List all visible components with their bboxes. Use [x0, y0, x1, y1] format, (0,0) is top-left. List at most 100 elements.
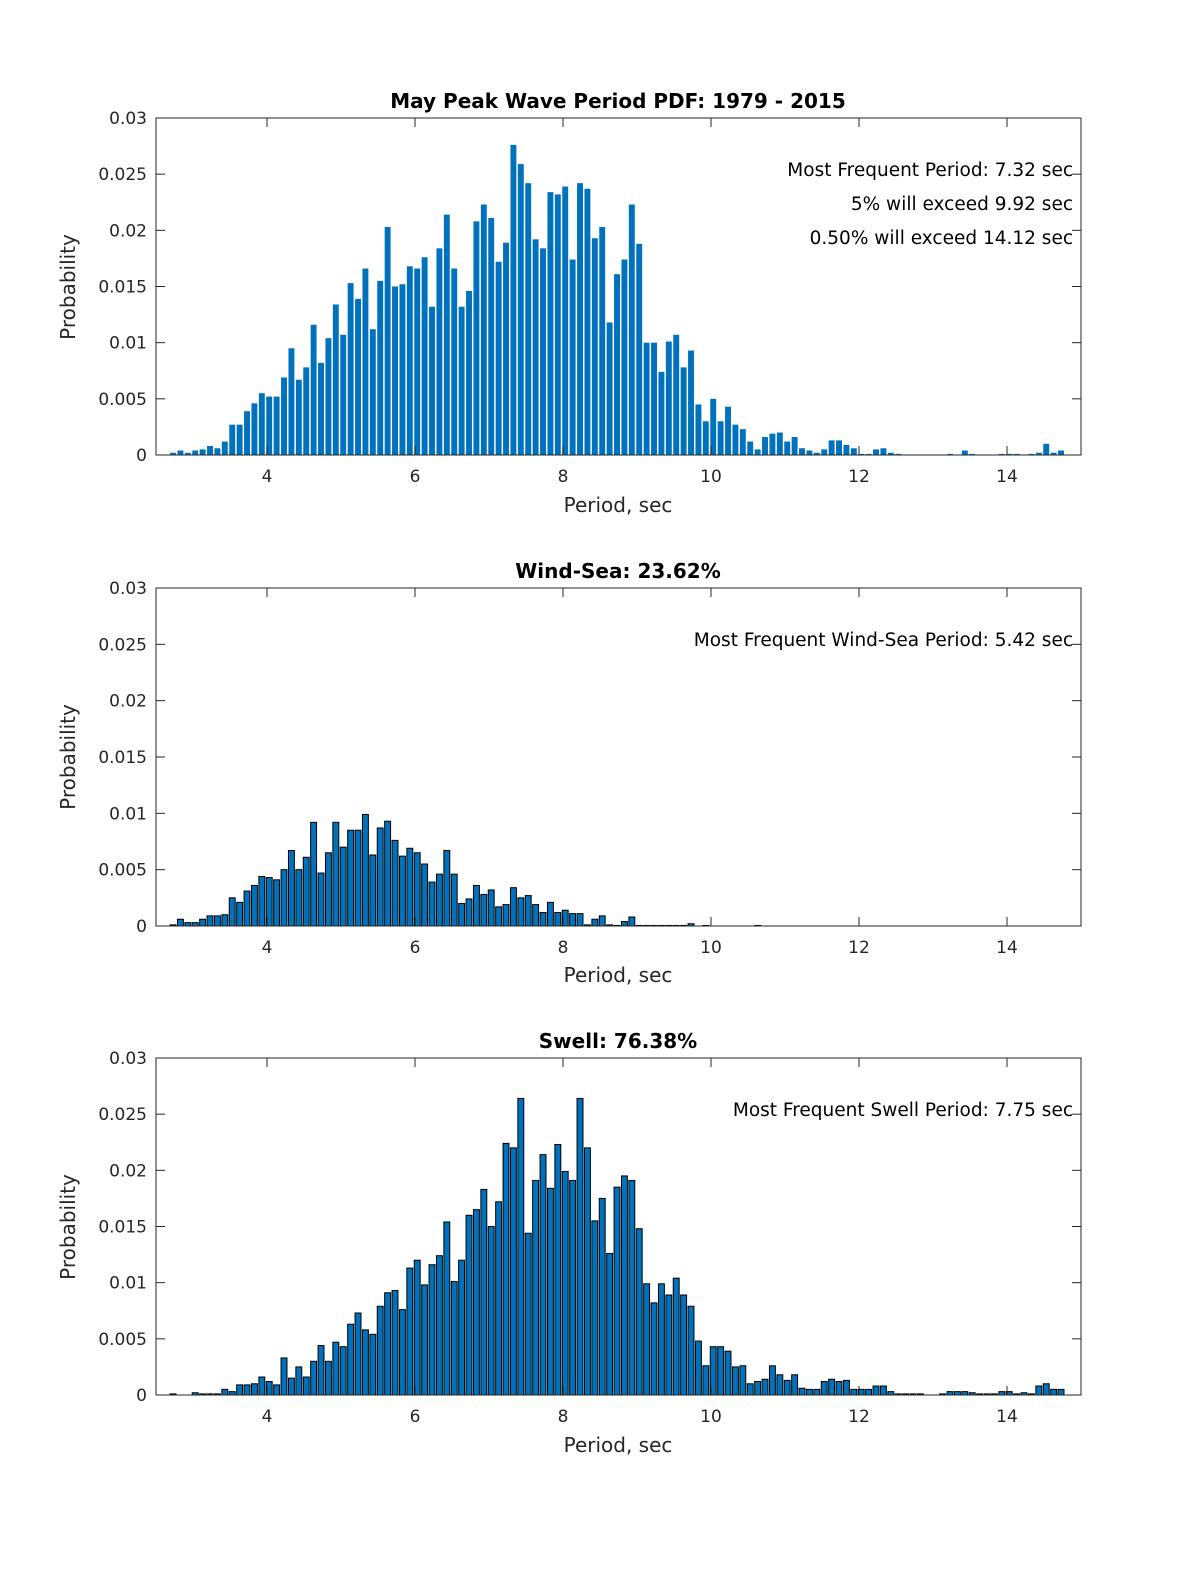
bar	[569, 913, 577, 927]
bar	[273, 1384, 281, 1396]
bar	[302, 1376, 310, 1396]
bar	[746, 1383, 754, 1396]
bar	[221, 441, 228, 455]
y-tick-label: 0	[136, 446, 147, 466]
y-tick-label: 0.005	[98, 390, 147, 410]
bar	[450, 873, 458, 927]
bar	[435, 873, 443, 927]
bar	[228, 897, 236, 927]
bar	[332, 1341, 340, 1396]
bar	[199, 918, 207, 927]
y-tick-label: 0.015	[98, 748, 147, 768]
bar-series	[170, 144, 1064, 455]
bar-series	[169, 813, 762, 927]
bar	[517, 1097, 525, 1396]
y-tick-label: 0.015	[98, 1218, 147, 1238]
bar	[791, 1374, 799, 1396]
y-tick-label: 0.015	[98, 278, 147, 298]
bar	[207, 446, 213, 455]
bar	[1050, 452, 1057, 455]
bar	[532, 1179, 540, 1396]
x-tick-label: 12	[848, 467, 870, 487]
bar	[813, 1388, 821, 1396]
bar	[413, 852, 421, 927]
bar	[451, 268, 458, 455]
bar	[228, 1391, 236, 1396]
bar	[961, 1391, 969, 1396]
bar	[739, 1365, 747, 1396]
bar	[754, 1381, 762, 1396]
bar	[465, 898, 473, 927]
bar	[243, 890, 251, 927]
bar	[835, 1381, 843, 1396]
bar	[813, 452, 820, 455]
bar	[435, 1255, 443, 1396]
x-tick-label: 8	[558, 938, 569, 958]
y-tick-label: 0.005	[98, 1330, 147, 1350]
bar	[243, 1384, 251, 1396]
bar	[576, 913, 584, 927]
bar	[754, 449, 761, 455]
bar	[953, 1391, 961, 1396]
bar	[354, 829, 362, 927]
bar	[643, 342, 650, 455]
bar	[177, 450, 184, 455]
y-tick-label: 0.01	[109, 334, 147, 354]
bar	[281, 377, 287, 455]
bar	[828, 1378, 836, 1396]
bar	[339, 1346, 347, 1396]
x-tick-label: 12	[848, 1407, 870, 1427]
bar	[783, 1379, 791, 1396]
bar	[680, 1294, 688, 1396]
bar	[524, 1232, 532, 1396]
bar	[562, 186, 569, 455]
bar	[739, 429, 746, 455]
y-tick-label: 0.02	[109, 692, 147, 712]
annotation-0-5pct-exceed: 0.50% will exceed 14.12 sec	[810, 228, 1073, 249]
bar	[317, 1345, 325, 1396]
x-tick-label: 14	[996, 938, 1018, 958]
bar	[732, 424, 739, 455]
bar	[472, 1209, 480, 1396]
bar	[584, 188, 591, 455]
bar	[221, 914, 229, 927]
bar	[628, 916, 636, 927]
bar	[280, 869, 288, 927]
bar	[324, 1360, 332, 1396]
x-axis-label: Period, sec	[564, 1433, 673, 1457]
bar	[184, 452, 191, 455]
bar	[325, 338, 332, 455]
bar	[820, 1381, 828, 1396]
bar	[702, 1365, 710, 1396]
panel-wind-sea: Wind-Sea: 23.62% Period, sec Probability…	[56, 559, 1082, 987]
bar	[776, 432, 783, 455]
y-tick-label: 0.03	[109, 579, 147, 599]
bar	[340, 334, 347, 455]
bar	[192, 450, 199, 455]
bar	[287, 1377, 295, 1396]
bar	[598, 1197, 606, 1396]
x-tick-label: 4	[262, 1407, 273, 1427]
bar	[280, 1357, 288, 1396]
bar	[443, 214, 450, 455]
bar	[362, 268, 369, 455]
bar	[473, 221, 480, 455]
bar	[258, 393, 265, 455]
bar	[695, 404, 702, 455]
bar	[769, 433, 776, 455]
bar	[273, 396, 280, 455]
bar	[376, 1305, 384, 1396]
bar	[466, 290, 472, 455]
bar	[687, 1305, 695, 1396]
bar	[1035, 452, 1042, 455]
bar	[384, 820, 392, 927]
bar	[887, 452, 894, 455]
bar	[310, 821, 318, 927]
bar	[428, 881, 436, 927]
bar	[577, 183, 583, 455]
bar	[339, 846, 347, 927]
bar-series	[169, 1097, 1065, 1396]
bar	[324, 852, 332, 927]
bar	[191, 922, 199, 927]
bar	[510, 144, 517, 455]
